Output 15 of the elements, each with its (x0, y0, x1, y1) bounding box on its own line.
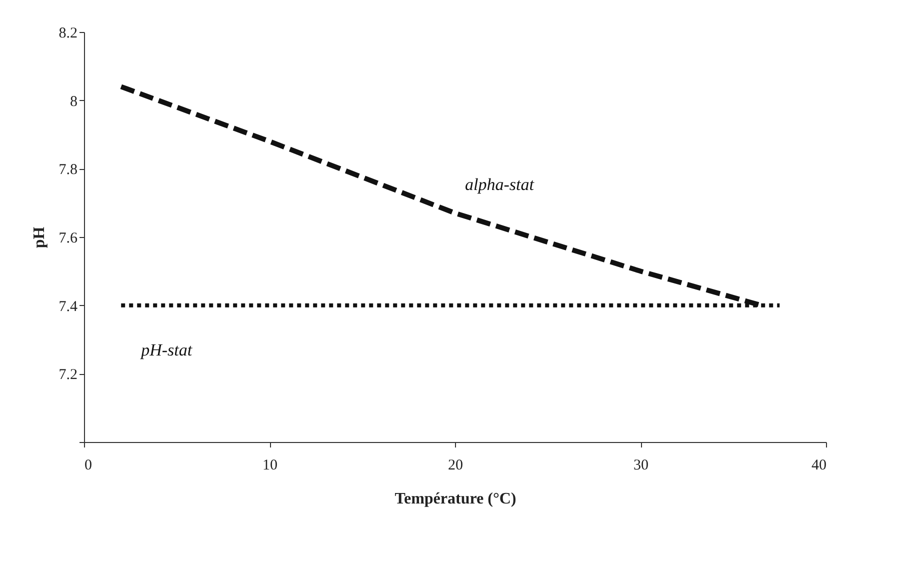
y-tick-label: 7.6 (58, 230, 78, 246)
y-tick-label: 7.4 (58, 298, 78, 315)
y-tick-label: 8 (70, 94, 78, 110)
text: pH-stat (140, 340, 194, 360)
x-tick-label: 0 (84, 458, 92, 474)
x-tick-label: 30 (634, 458, 648, 474)
x-tick-label: 40 (812, 458, 826, 474)
x-tick-label: 20 (448, 458, 463, 474)
x-tick-label: 10 (262, 458, 278, 474)
series-label: alpha-stat (465, 175, 536, 194)
y-tick-label: 7.2 (58, 367, 78, 384)
y-axis-title: pH (30, 226, 48, 248)
y-tick-label: 7.8 (58, 162, 78, 178)
x-axis-title: Température (°C) (394, 490, 516, 508)
y-tick-label: 8.2 (58, 26, 78, 42)
